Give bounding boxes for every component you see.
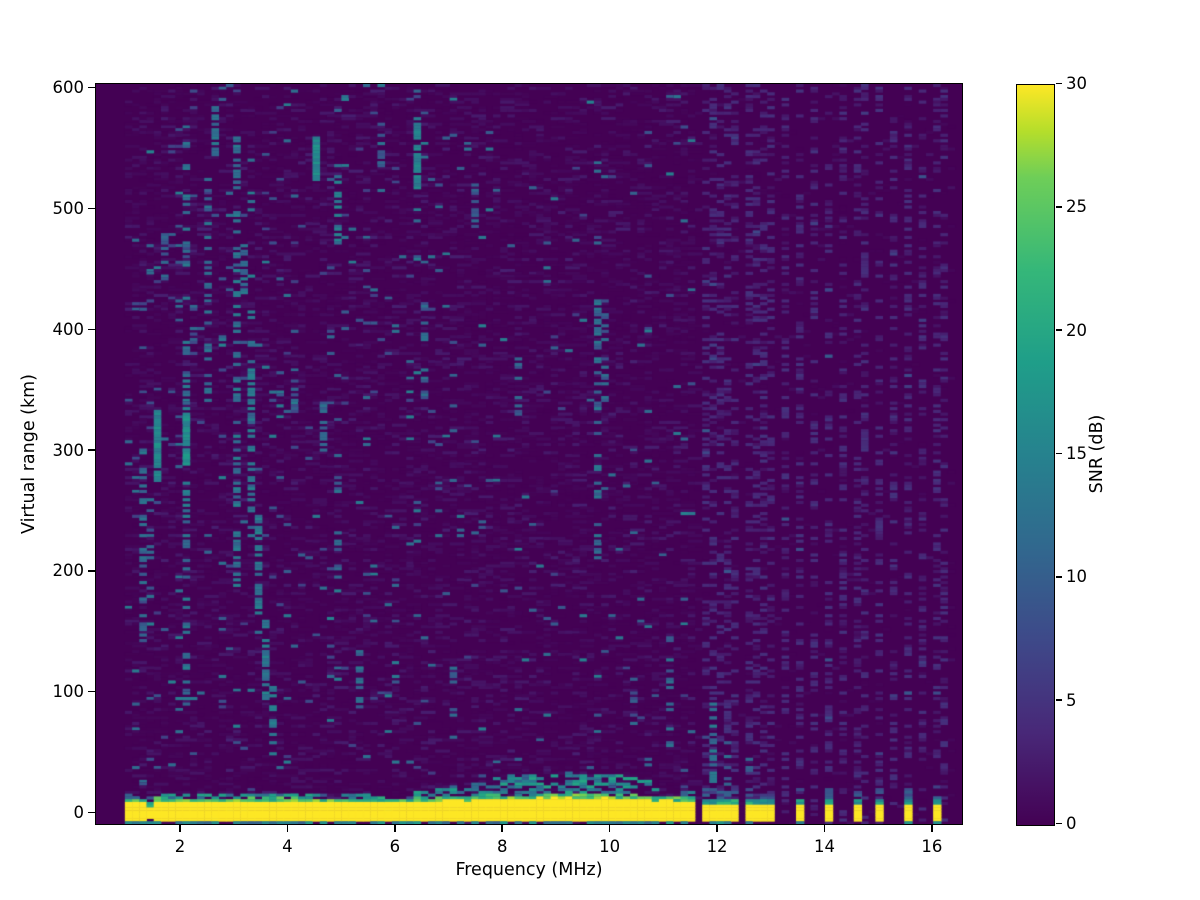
colorbar-tick-label: 5 <box>1066 690 1077 710</box>
x-tick-mark <box>823 825 826 832</box>
y-tick-mark <box>88 449 95 451</box>
y-tick-label: 400 <box>52 319 85 339</box>
y-tick-mark <box>88 690 95 693</box>
colorbar-tick-mark <box>1055 822 1062 825</box>
x-tick-label: 8 <box>496 837 508 856</box>
plot-area <box>95 83 963 825</box>
x-tick-mark <box>394 825 396 832</box>
x-tick-mark <box>608 825 611 832</box>
x-tick-mark <box>286 825 289 832</box>
x-tick-mark <box>179 825 181 832</box>
y-tick-label: 100 <box>52 682 85 702</box>
x-tick-label: 2 <box>174 837 186 856</box>
y-tick-label: 0 <box>73 802 85 822</box>
colorbar-tick-label: 15 <box>1066 444 1087 463</box>
x-tick-mark <box>716 825 718 832</box>
colorbar-label: SNR (dB) <box>1087 414 1107 494</box>
colorbar <box>1015 83 1055 826</box>
x-axis-label: Frequency (MHz) <box>455 860 603 880</box>
colorbar-tick-mark <box>1055 699 1062 701</box>
x-tick-label: 12 <box>706 837 728 856</box>
y-tick-label: 200 <box>52 561 85 581</box>
colorbar-tick-mark <box>1055 206 1062 208</box>
y-tick-mark <box>88 207 95 210</box>
x-tick-label: 6 <box>389 837 401 856</box>
x-tick-label: 14 <box>813 837 835 856</box>
colorbar-tick-label: 25 <box>1066 197 1087 217</box>
y-tick-mark <box>88 86 95 89</box>
colorbar-tick-label: 30 <box>1066 74 1087 93</box>
x-tick-mark <box>931 825 933 832</box>
x-tick-mark <box>501 825 503 832</box>
y-axis-label: Virtual range (km) <box>19 373 39 535</box>
colorbar-tick-label: 0 <box>1066 814 1077 833</box>
x-tick-label: 16 <box>921 837 943 856</box>
y-tick-label: 500 <box>52 199 85 218</box>
colorbar-tick-mark <box>1055 452 1062 455</box>
colorbar-tick-label: 20 <box>1066 320 1087 340</box>
colorbar-tick-mark <box>1055 329 1062 331</box>
y-tick-mark <box>88 570 95 572</box>
y-tick-mark <box>88 811 95 814</box>
colorbar-tick-mark <box>1055 82 1062 85</box>
y-tick-label: 600 <box>52 78 85 98</box>
y-tick-label: 300 <box>52 440 85 460</box>
colorbar-tick-label: 10 <box>1066 567 1087 587</box>
x-tick-label: 10 <box>599 837 621 856</box>
x-tick-label: 4 <box>282 837 293 856</box>
ionogram-heatmap <box>96 84 962 824</box>
colorbar-tick-mark <box>1055 576 1062 578</box>
y-tick-mark <box>88 328 95 331</box>
